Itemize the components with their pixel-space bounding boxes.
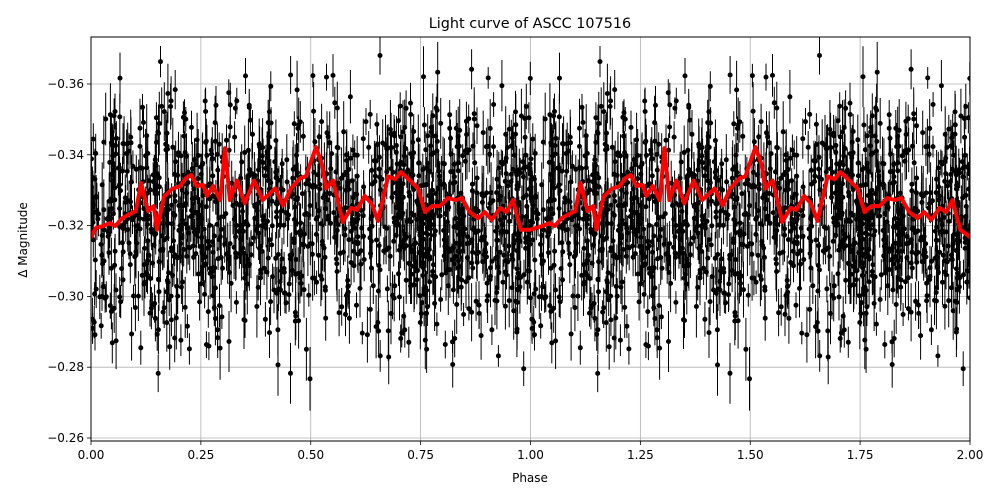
- y-tick-label: −0.26: [47, 431, 84, 445]
- x-tick-label: 1.25: [627, 448, 654, 462]
- x-axis-label: Phase: [512, 471, 548, 485]
- observation-points: [91, 37, 970, 411]
- x-tick-label: 1.50: [737, 448, 764, 462]
- y-tick-label: −0.30: [47, 289, 84, 303]
- x-tick-label: 0.00: [78, 448, 105, 462]
- chart-title: Light curve of ASCC 107516: [429, 16, 631, 32]
- x-tick-label: 0.75: [407, 448, 434, 462]
- y-axis-label: Δ Magnitude: [16, 202, 30, 278]
- x-axis-ticks: 0.00 0.25 0.50 0.75 1.00 1.25 1.50 1.75 2.00: [78, 441, 984, 462]
- x-tick-label: 2.00: [957, 448, 984, 462]
- binned-mean-line: [91, 145, 970, 239]
- y-tick-label: −0.32: [47, 219, 84, 233]
- x-tick-label: 1.75: [847, 448, 874, 462]
- y-tick-label: −0.34: [47, 148, 84, 162]
- y-tick-label: −0.36: [47, 77, 84, 91]
- x-tick-label: 1.00: [517, 448, 544, 462]
- x-tick-label: 0.25: [188, 448, 215, 462]
- x-tick-label: 0.50: [297, 448, 324, 462]
- y-axis-ticks: −0.36 −0.34 −0.32 −0.30 −0.28 −0.26: [47, 77, 91, 445]
- y-tick-label: −0.28: [47, 360, 84, 374]
